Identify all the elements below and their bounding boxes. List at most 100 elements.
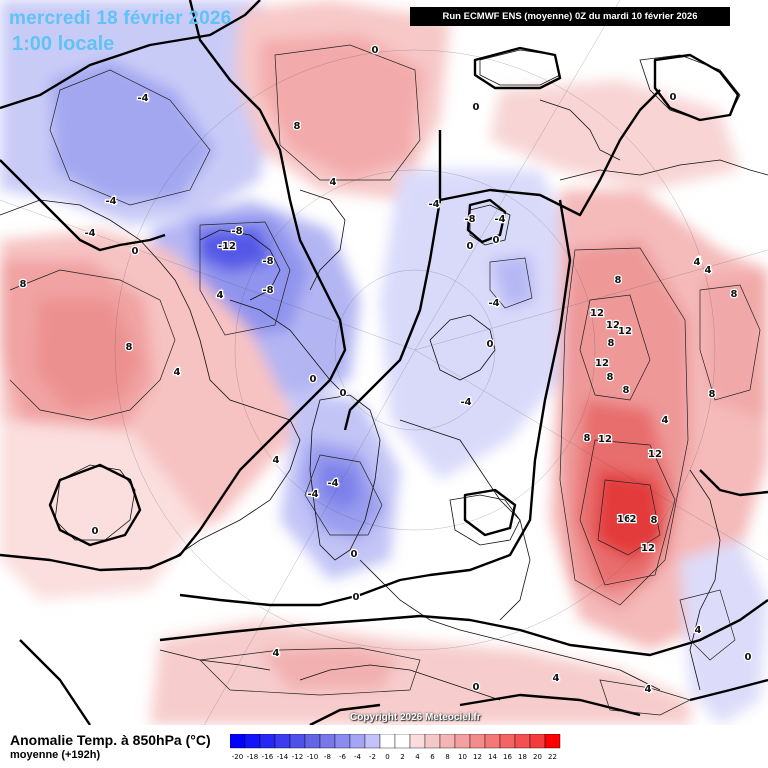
legend-tick-label: -6	[339, 753, 347, 761]
contour-label: 16	[617, 514, 631, 525]
legend-swatch	[424, 734, 441, 749]
parameter-title: Anomalie Temp. à 850hPa (°C)	[10, 732, 211, 748]
contour-label: -8	[231, 226, 242, 237]
contour-label: 0	[493, 235, 500, 246]
contour-label: -4	[84, 228, 95, 239]
zero-contours	[0, 0, 768, 727]
contour-label: 0	[92, 526, 99, 537]
legend-tick-label: -8	[324, 753, 331, 761]
contour-label: 12	[648, 449, 662, 460]
contour-label: 0	[372, 45, 379, 56]
legend-tick-label: -12	[292, 753, 303, 761]
legend-swatch	[274, 734, 291, 749]
contour-label: 12	[606, 320, 620, 331]
forecast-time: 1:00 locale	[12, 33, 115, 55]
legend-swatch	[409, 734, 426, 749]
contour-label: 4	[273, 648, 280, 659]
contour-label: 8	[731, 289, 738, 300]
color-scale-legend: -20 -18 -16 -14 -12 -10 -8 -6 -4 -2 0 2 4 6 8 10 12 14 16 1…	[230, 734, 561, 761]
legend-swatch	[484, 734, 501, 749]
legend-tick-label: 22	[548, 753, 557, 761]
legend-swatch	[514, 734, 531, 749]
parameter-subtitle: moyenne (+192h)	[10, 749, 101, 761]
contour-label: -4	[428, 199, 439, 210]
contour-label: 0	[353, 592, 360, 603]
contour-label: -8	[464, 214, 475, 225]
contour-label: 0	[745, 652, 752, 663]
legend-tick-label: -18	[247, 753, 258, 761]
legend-tick-label: -10	[307, 753, 318, 761]
contour-label: -4	[460, 397, 471, 408]
contour-label: 8	[20, 279, 27, 290]
contour-label: 0	[473, 682, 480, 693]
legend-tick-label: 20	[533, 753, 542, 761]
legend-swatch	[439, 734, 456, 749]
contour-label: -12	[218, 241, 236, 252]
legend-tick-label: 2	[400, 753, 404, 761]
run-info-banner: Run ECMWF ENS (moyenne) 0Z du mardi 10 f…	[410, 7, 730, 26]
contour-label: 0	[467, 241, 474, 252]
legend-swatch	[230, 734, 246, 749]
contour-label: 8	[615, 275, 622, 286]
legend-tick-label: 8	[445, 753, 449, 761]
contour-label: 0	[340, 388, 347, 399]
legend-swatch	[544, 734, 561, 749]
contour-label: 0	[351, 549, 358, 560]
contour-label: 12	[641, 543, 655, 554]
contour-label: -4	[327, 478, 338, 489]
contour-label: 0	[670, 92, 677, 103]
contour-label: 4	[695, 625, 702, 636]
copyright-text: Copyright 2026 Meteociel.fr	[350, 712, 481, 723]
legend-tick-label: 0	[385, 753, 389, 761]
legend-swatch	[304, 734, 321, 749]
contour-label: 2	[630, 514, 637, 525]
contour-label: 8	[607, 372, 614, 383]
legend-bar: Anomalie Temp. à 850hPa (°C) moyenne (+1…	[0, 725, 768, 768]
legend-swatch	[319, 734, 336, 749]
contour-label: 12	[590, 308, 604, 319]
contour-label: 8	[623, 385, 630, 396]
contour-label: 12	[618, 326, 632, 337]
contour-label: 8	[651, 515, 658, 526]
contour-label: 0	[473, 102, 480, 113]
legend-swatch	[529, 734, 546, 749]
contour-label: 4	[694, 257, 701, 268]
legend-swatch	[394, 734, 411, 749]
legend-swatch	[289, 734, 306, 749]
contour-label: 4	[217, 290, 224, 301]
contour-label: 4	[705, 265, 712, 276]
legend-swatch	[334, 734, 351, 749]
legend-tick-label: 4	[415, 753, 420, 761]
contour-label: 4	[174, 367, 181, 378]
legend-tick-label: 18	[518, 753, 527, 761]
legend-swatch	[379, 734, 396, 749]
legend-tick-label: 12	[473, 753, 482, 761]
contour-label: 4	[645, 684, 652, 695]
legend-tick-label: 6	[430, 753, 435, 761]
contour-label: 4	[695, 256, 702, 267]
contour-label: 4	[330, 177, 337, 188]
legend-swatch	[349, 734, 366, 749]
anomaly-shading	[0, 0, 768, 725]
contour-label: -4	[488, 298, 499, 309]
legend-swatch	[454, 734, 471, 749]
contour-label: -4	[494, 214, 505, 225]
contour-label: 12	[598, 434, 612, 445]
contour-label: -4	[105, 196, 116, 207]
legend-swatch	[469, 734, 486, 749]
contour-label: 0	[487, 339, 494, 350]
legend-tick-label: -20	[232, 753, 243, 761]
legend-tick-label: 16	[503, 753, 512, 761]
contour-label: 8	[608, 338, 615, 349]
contour-label: 4	[273, 455, 280, 466]
legend-tick-label: -4	[354, 753, 362, 761]
contour-label: -8	[262, 256, 273, 267]
contour-label: 8	[126, 342, 133, 353]
contour-label: 8	[709, 389, 716, 400]
legend-tick-label: -14	[277, 753, 289, 761]
coastlines	[0, 49, 768, 701]
contour-label: -8	[262, 285, 273, 296]
